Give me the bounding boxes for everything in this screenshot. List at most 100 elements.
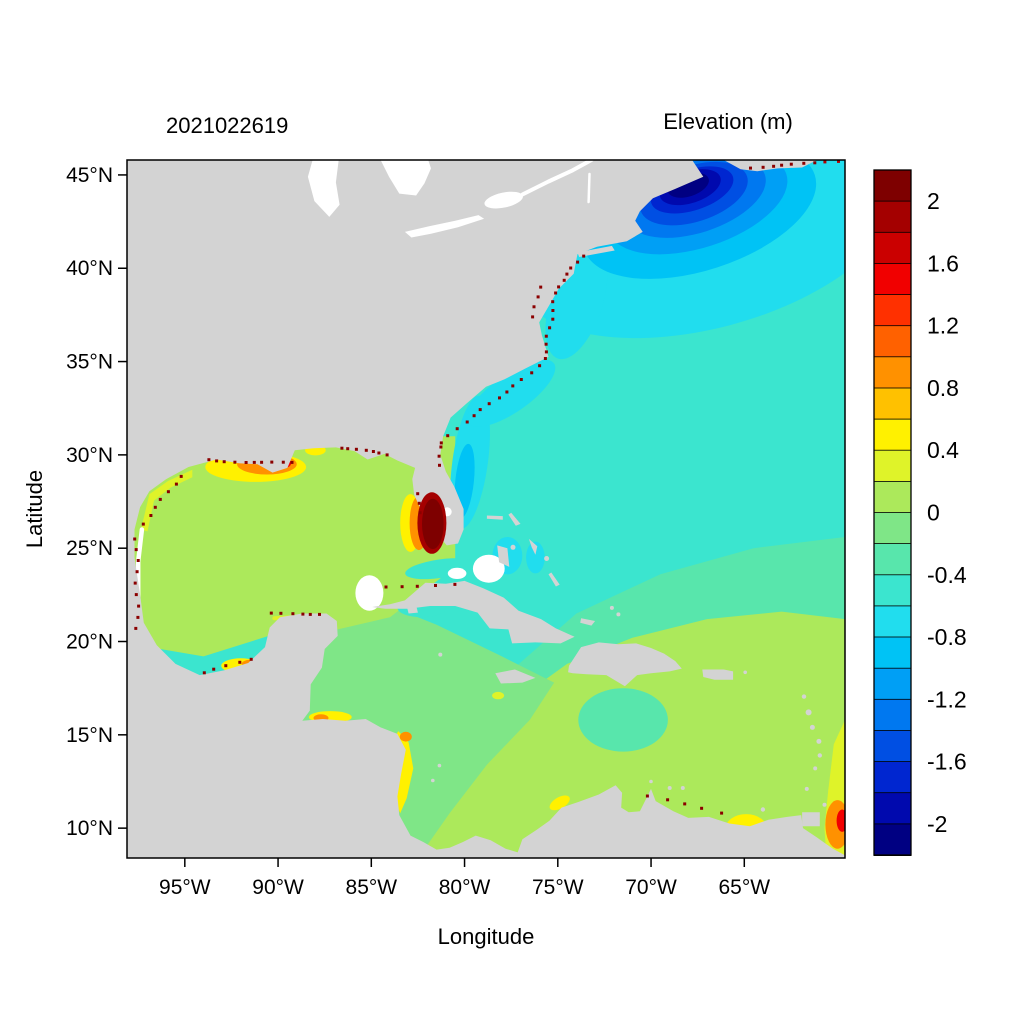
bahama-bank-white xyxy=(472,554,505,583)
colorbar-band-15 xyxy=(873,636,912,670)
coast-speckle-southeast-us-coast xyxy=(478,408,482,412)
colorbar-tick-label: -0.8 xyxy=(927,624,967,650)
run-timestamp-title: 2021022619 xyxy=(166,113,288,138)
land-long-island-ny xyxy=(577,245,615,257)
coast-speckle-venezuela-coast xyxy=(666,798,670,802)
land-andros xyxy=(497,545,510,567)
coast-speckle-newjersey-coast xyxy=(569,266,573,270)
coast-speckle-louisiana-coast xyxy=(260,460,264,464)
coast-speckle-southeast-us-coast xyxy=(455,427,459,431)
land-cuba xyxy=(372,580,575,644)
coast-speckle-nova-scotia-coast xyxy=(789,162,793,166)
y-tick-label: 45°N xyxy=(66,164,113,187)
x-tick-label: 70°W xyxy=(625,876,677,899)
x-tick-label: 95°W xyxy=(159,876,211,899)
coast-speckle-florida-panhandle xyxy=(354,447,358,451)
coast-speckle-louisiana-coast xyxy=(252,460,256,464)
y-tick-label: 25°N xyxy=(66,537,113,560)
land-st-lucia xyxy=(817,753,822,758)
colorbar-tick-label: 1.2 xyxy=(927,313,959,339)
coast-speckle-cuba-north-coast xyxy=(415,584,419,588)
land-trinidad xyxy=(802,812,820,827)
coast-speckle-chesapeake-bay xyxy=(539,285,543,289)
y-tick-label: 30°N xyxy=(66,444,113,467)
land-new-providence xyxy=(510,544,516,550)
coast-speckle-cuba-north-coast xyxy=(434,584,437,587)
coast-speckle-nova-scotia-coast xyxy=(780,163,784,167)
coast-speckle-campeche-coast xyxy=(202,671,206,675)
colorbar-band-14 xyxy=(873,605,912,639)
coast-speckle-texas-coast xyxy=(174,482,178,486)
coast-speckle-texas-coast xyxy=(153,505,157,509)
colorbar-tick-label: 0.8 xyxy=(927,375,959,401)
hispaniola-south-spring xyxy=(578,688,668,752)
y-tick-label: 40°N xyxy=(66,257,113,280)
lake-ontario xyxy=(484,191,523,209)
land-jamaica xyxy=(495,669,536,684)
land-tobago xyxy=(822,802,827,807)
coast-speckle-chesapeake-bay xyxy=(531,315,535,319)
land-st-vincent xyxy=(813,766,818,771)
coast-speckle-venezuela-coast xyxy=(700,806,704,810)
land-nova-scotia xyxy=(723,160,817,172)
coast-speckle-venezuela-coast xyxy=(683,802,687,806)
coast-speckle-nova-scotia-coast xyxy=(772,164,776,168)
y-axis-label: Latitude xyxy=(22,470,47,548)
colorbar-band-9 xyxy=(873,449,912,483)
coast-speckle-florida-panhandle xyxy=(340,446,344,450)
land-aruba xyxy=(649,779,653,784)
coast-speckle-florida-panhandle xyxy=(377,451,381,455)
coast-speckle-campeche-coast xyxy=(249,657,253,661)
colorbar: 2 1.6 1.2 0.8 0.4 0 -0.4 -0.8 -1.2 -1.6 -2 xyxy=(873,169,967,857)
colorbar-band-6 xyxy=(873,356,912,389)
colorbar-band-0 xyxy=(873,169,912,203)
y-tick-label: 35°N xyxy=(66,351,113,374)
coast-speckle-st-johns-coast xyxy=(439,445,443,449)
pedro-bank-yellow xyxy=(492,691,505,700)
colorbar-band-4 xyxy=(873,294,912,327)
lake-huron xyxy=(380,160,431,196)
coast-speckle-tampa-coast xyxy=(416,492,420,496)
colorbar-band-16 xyxy=(873,667,912,701)
colorbar-band-20 xyxy=(873,792,912,825)
land-long-island-baham xyxy=(548,572,560,587)
land-guadeloupe xyxy=(805,709,812,716)
plot-frame xyxy=(126,159,846,859)
coast-speckle-virginia-coast xyxy=(554,291,558,295)
colorbar-band-3 xyxy=(873,262,912,296)
land-dominica xyxy=(809,724,815,730)
coast-speckle-newjersey-coast xyxy=(565,272,569,276)
coast-speckle-mexico-coast xyxy=(137,604,141,608)
land-virgin-islands xyxy=(743,670,747,675)
land-grand-bahama xyxy=(486,515,503,520)
land-grand-cayman xyxy=(438,652,443,657)
coast-speckle-campeche-coast xyxy=(238,660,242,664)
coast-speckle-nova-scotia-coast xyxy=(813,161,817,165)
colorbar-band-7 xyxy=(873,387,912,421)
coast-speckle-cape-breton xyxy=(837,160,840,163)
coast-speckle-chesapeake-bay xyxy=(532,305,536,309)
land-great-inagua xyxy=(580,618,596,626)
colorbar-tick-label: -1.2 xyxy=(927,686,967,712)
land-margarita xyxy=(760,807,766,812)
coast-speckle-louisiana-coast xyxy=(215,459,219,463)
coast-speckle-mexico-coast xyxy=(135,570,139,574)
coast-speckle-louisiana-coast xyxy=(233,460,237,464)
coast-speckle-southeast-us-coast xyxy=(465,420,469,424)
coast-speckle-yucatan-north-coast xyxy=(301,612,305,616)
coast-speckle-southeast-us-coast xyxy=(511,384,515,388)
coast-speckle-newjersey-coast xyxy=(557,285,561,289)
coast-speckle-southeast-us-coast xyxy=(530,371,534,375)
coast-speckle-tampa-coast xyxy=(417,501,421,505)
land-abaco xyxy=(508,512,521,526)
coast-speckle-yucatan-north-coast xyxy=(279,611,283,615)
colorbar-title: Elevation (m) xyxy=(663,109,793,134)
coast-speckle-virginia-coast xyxy=(551,300,555,304)
coast-speckle-mexico-coast xyxy=(133,537,137,541)
y-tick-label: 20°N xyxy=(66,631,113,654)
coast-speckle-texas-coast xyxy=(166,490,170,494)
x-tick-label: 85°W xyxy=(346,876,398,899)
coast-speckle-mexico-coast xyxy=(136,615,140,619)
coast-speckle-nova-scotia-coast xyxy=(802,161,806,165)
